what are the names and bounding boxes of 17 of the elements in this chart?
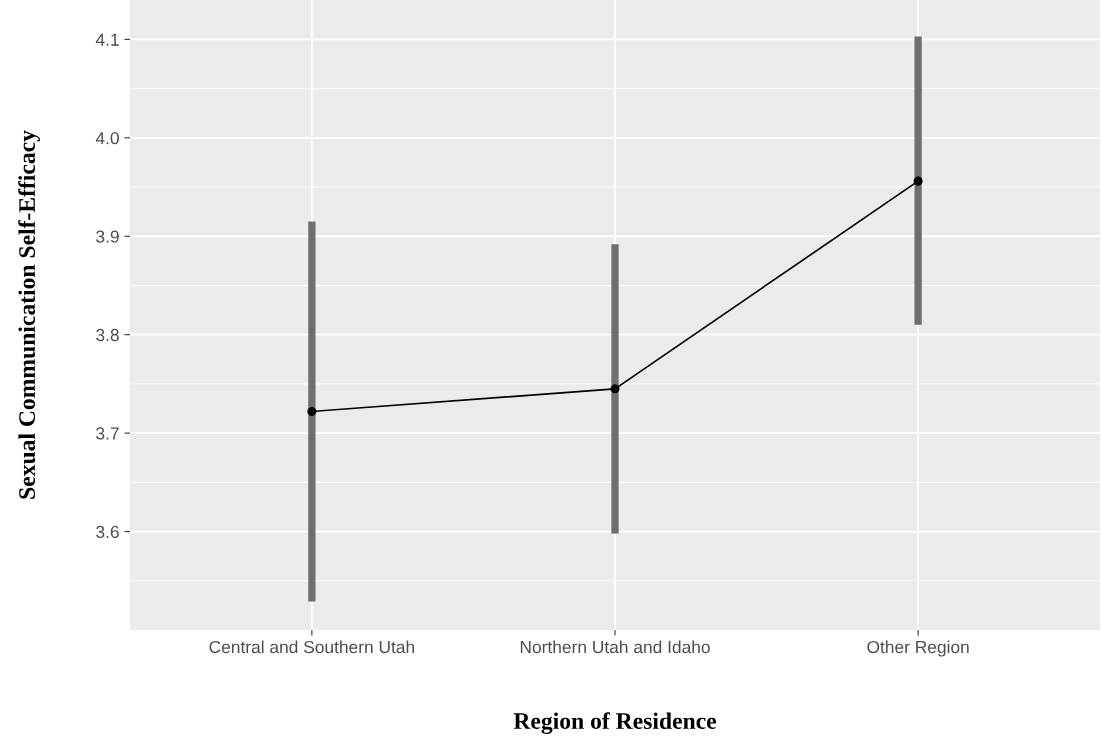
y-tick-label: 3.8	[96, 328, 119, 342]
y-tick-label: 4.1	[95, 33, 119, 46]
y-tick-label: 3.6	[96, 525, 119, 539]
x-tick-label: Other Region	[867, 640, 969, 657]
x-tick-label: Central and Southern Utah	[209, 640, 415, 654]
y-tick-label: 4.0	[95, 131, 119, 145]
bar	[308, 221, 316, 602]
bar	[914, 36, 922, 325]
point	[913, 176, 923, 186]
bar	[611, 244, 619, 534]
x-axis-title: Region of Residence	[513, 712, 717, 734]
x-tick-label: Northern Utah and Idaho	[520, 640, 710, 654]
point	[307, 406, 317, 416]
y-tick-label: 3.9	[96, 230, 119, 243]
y-axis-title: Sexual Communication Self-Efficacy	[18, 130, 40, 499]
point	[610, 384, 620, 394]
y-tick-label: 3.7	[96, 427, 119, 440]
